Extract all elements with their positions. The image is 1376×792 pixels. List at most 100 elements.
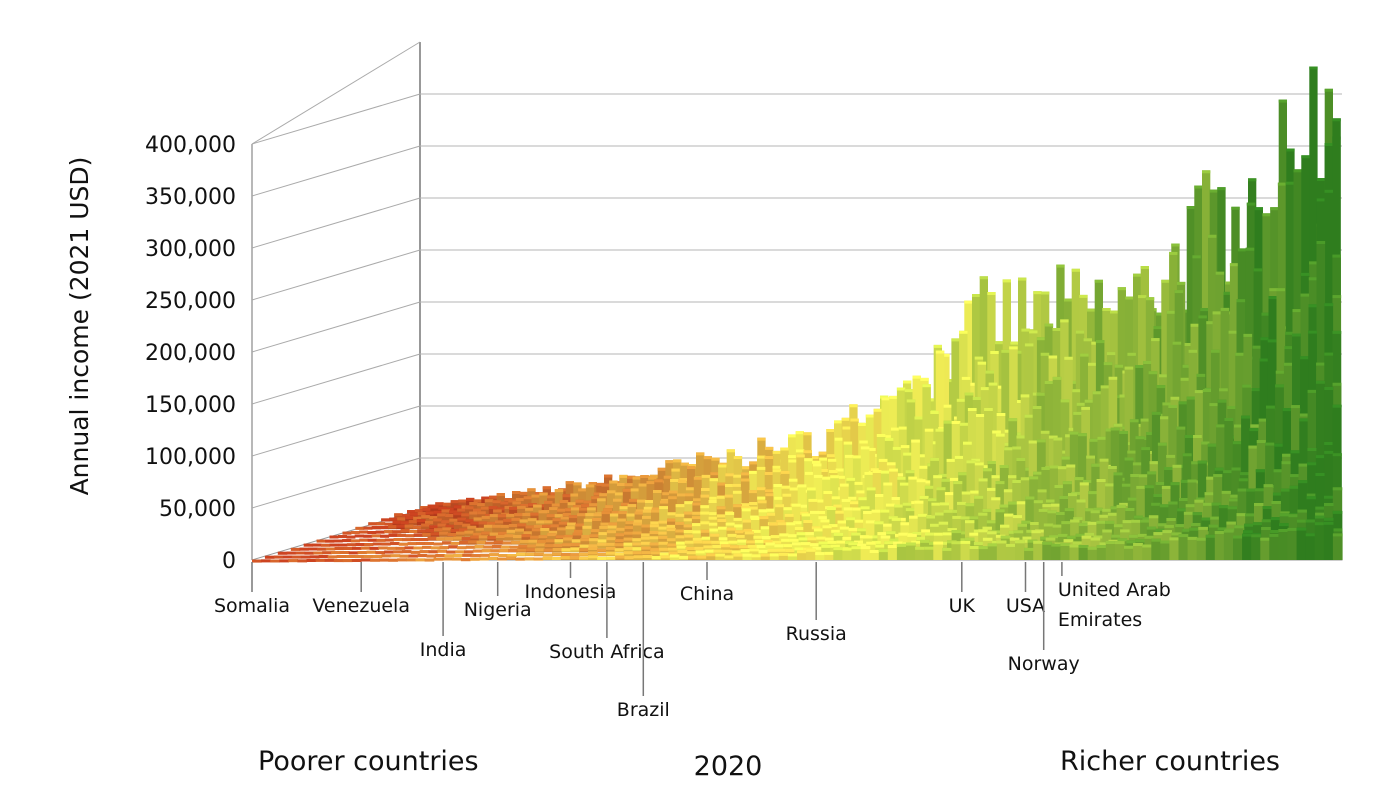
income-bar-top — [1072, 269, 1080, 272]
income-bar-top — [409, 520, 418, 523]
income-bar-top — [1278, 183, 1286, 186]
income-bar-top — [1299, 464, 1308, 467]
income-bar-top — [724, 555, 734, 558]
income-bar-top — [676, 504, 685, 507]
income-bar-top — [384, 551, 394, 554]
income-bar-top — [886, 504, 895, 507]
country-label: Nigeria — [464, 599, 532, 621]
income-bar-top — [1325, 143, 1333, 146]
income-bar-top — [534, 525, 543, 528]
y-tick-label: 250,000 — [145, 289, 236, 314]
income-bar-top — [1075, 477, 1084, 480]
income-bar-top — [717, 483, 726, 486]
income-bar-top — [891, 428, 900, 431]
income-bar-top — [846, 517, 855, 520]
income-bar-top — [892, 518, 901, 521]
income-bar-top — [1270, 530, 1280, 533]
income-bar-top — [445, 537, 454, 540]
income-bar-top — [955, 456, 964, 459]
income-bar-top — [497, 558, 507, 561]
income-bar-top — [675, 530, 684, 533]
income-bar-top — [842, 499, 851, 502]
income-bar-top — [1053, 438, 1062, 441]
income-bar-top — [1290, 474, 1299, 477]
income-bar-top — [1270, 207, 1278, 210]
income-bar-top — [588, 551, 598, 554]
income-bar-top — [466, 498, 474, 501]
income-bar-top — [1101, 385, 1110, 388]
income-bar-top — [498, 554, 508, 557]
income-bar-top — [617, 483, 625, 486]
income-bar-top — [453, 512, 462, 515]
income-bar-top — [1208, 444, 1217, 447]
income-bar-top — [825, 538, 834, 541]
income-bar-top — [659, 548, 669, 551]
income-bar-top — [539, 493, 547, 496]
income-bar-top — [557, 509, 566, 512]
income-bar-top — [917, 479, 926, 482]
income-bar-top — [849, 404, 857, 407]
income-bar-top — [1282, 461, 1291, 464]
income-bar-top — [522, 513, 531, 516]
income-bar — [1306, 533, 1316, 560]
income-bar-top — [1079, 523, 1088, 526]
income-bar-top — [759, 516, 768, 519]
income-bar-top — [512, 501, 521, 504]
income-bar-top — [973, 397, 982, 400]
income-bar-top — [1229, 331, 1238, 334]
income-bar-top — [715, 554, 725, 557]
income-bar-top — [438, 507, 446, 510]
income-bar-top — [1141, 419, 1150, 422]
income-bar-top — [589, 538, 598, 541]
income-bar-top — [739, 545, 749, 548]
income-bar-top — [1156, 482, 1165, 485]
income-bar-top — [458, 500, 466, 503]
income-bar-top — [1282, 454, 1291, 457]
income-bar-top — [842, 418, 850, 421]
income-bar-top — [1080, 354, 1089, 357]
income-bar-top — [364, 527, 373, 530]
income-bar-top — [418, 554, 428, 557]
income-bar-top — [727, 449, 735, 452]
gridline-side — [252, 94, 420, 144]
income-bar-top — [1070, 432, 1079, 435]
income-bar-top — [924, 547, 934, 550]
income-bar-top — [1306, 533, 1316, 536]
income-bar-top — [915, 547, 925, 550]
income-bar-top — [1286, 182, 1294, 185]
income-bar-top — [405, 525, 414, 528]
income-bar-top — [930, 458, 939, 461]
income-bar-top — [517, 506, 526, 509]
income-bar-top — [797, 550, 807, 553]
income-bar-top — [446, 551, 456, 554]
income-bar-top — [944, 510, 953, 513]
income-bar-top — [408, 542, 417, 545]
income-bar-top — [1211, 350, 1220, 353]
income-bar-top — [730, 545, 740, 548]
income-bar-top — [361, 547, 370, 550]
income-bar-top — [877, 532, 886, 535]
income-bar-top — [433, 518, 442, 521]
income-bar-top — [634, 520, 643, 523]
income-bar-top — [834, 420, 842, 423]
income-bar-top — [855, 520, 864, 523]
income-bar-top — [684, 501, 693, 504]
income-bar-top — [641, 542, 650, 545]
income-bar-top — [1072, 389, 1081, 392]
income-bar-top — [782, 486, 791, 489]
income-bar-top — [850, 501, 859, 504]
income-bar-top — [1198, 461, 1207, 464]
income-bar-top — [696, 452, 704, 455]
income-bar-top — [607, 490, 616, 493]
income-bar-top — [1017, 436, 1026, 439]
income-bar-top — [328, 555, 338, 558]
income-bar-top — [752, 554, 762, 557]
income-bar-top — [961, 541, 971, 544]
income-bar-top — [980, 276, 988, 279]
income-bar-top — [457, 518, 466, 521]
income-bar-top — [798, 484, 807, 487]
income-bar-top — [1171, 244, 1179, 247]
income-bar-top — [468, 540, 477, 543]
income-bar-top — [297, 559, 307, 562]
income-bar-top — [454, 505, 462, 508]
